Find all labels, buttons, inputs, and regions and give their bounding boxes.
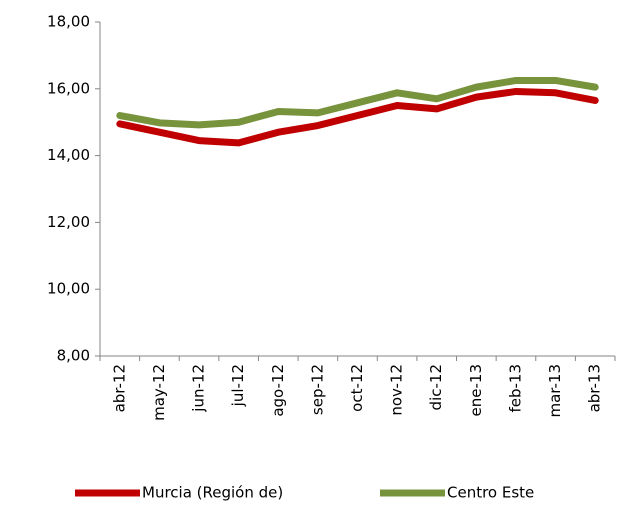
x-tick-label: ene-13: [467, 364, 485, 416]
x-tick-label: oct-12: [348, 364, 366, 412]
x-tick-label: sep-12: [308, 364, 326, 415]
x-tick-label: nov-12: [388, 364, 406, 416]
x-tick-label: abr-12: [110, 364, 128, 412]
y-tick-label: 14,00: [47, 146, 90, 164]
y-tick-label: 18,00: [47, 13, 90, 31]
series-line: [116, 76, 599, 129]
legend-label: Murcia (Región de): [142, 484, 283, 502]
y-tick-label: 16,00: [47, 79, 90, 97]
y-tick-label: 10,00: [47, 280, 90, 298]
x-tick-label: dic-12: [427, 364, 445, 410]
x-tick-label: jul-12: [229, 364, 247, 407]
x-tick-label: ago-12: [269, 364, 287, 417]
series-line: [116, 87, 599, 147]
x-tick-label: may-12: [150, 364, 168, 421]
x-tick-label: feb-13: [506, 364, 524, 413]
y-tick-label: 12,00: [47, 213, 90, 231]
legend-label: Centro Este: [447, 484, 534, 502]
x-tick-label: abr-13: [586, 364, 604, 412]
x-tick-label: mar-13: [546, 364, 564, 418]
x-tick-label: jun-12: [190, 364, 208, 413]
y-tick-label: 8,00: [57, 347, 90, 365]
